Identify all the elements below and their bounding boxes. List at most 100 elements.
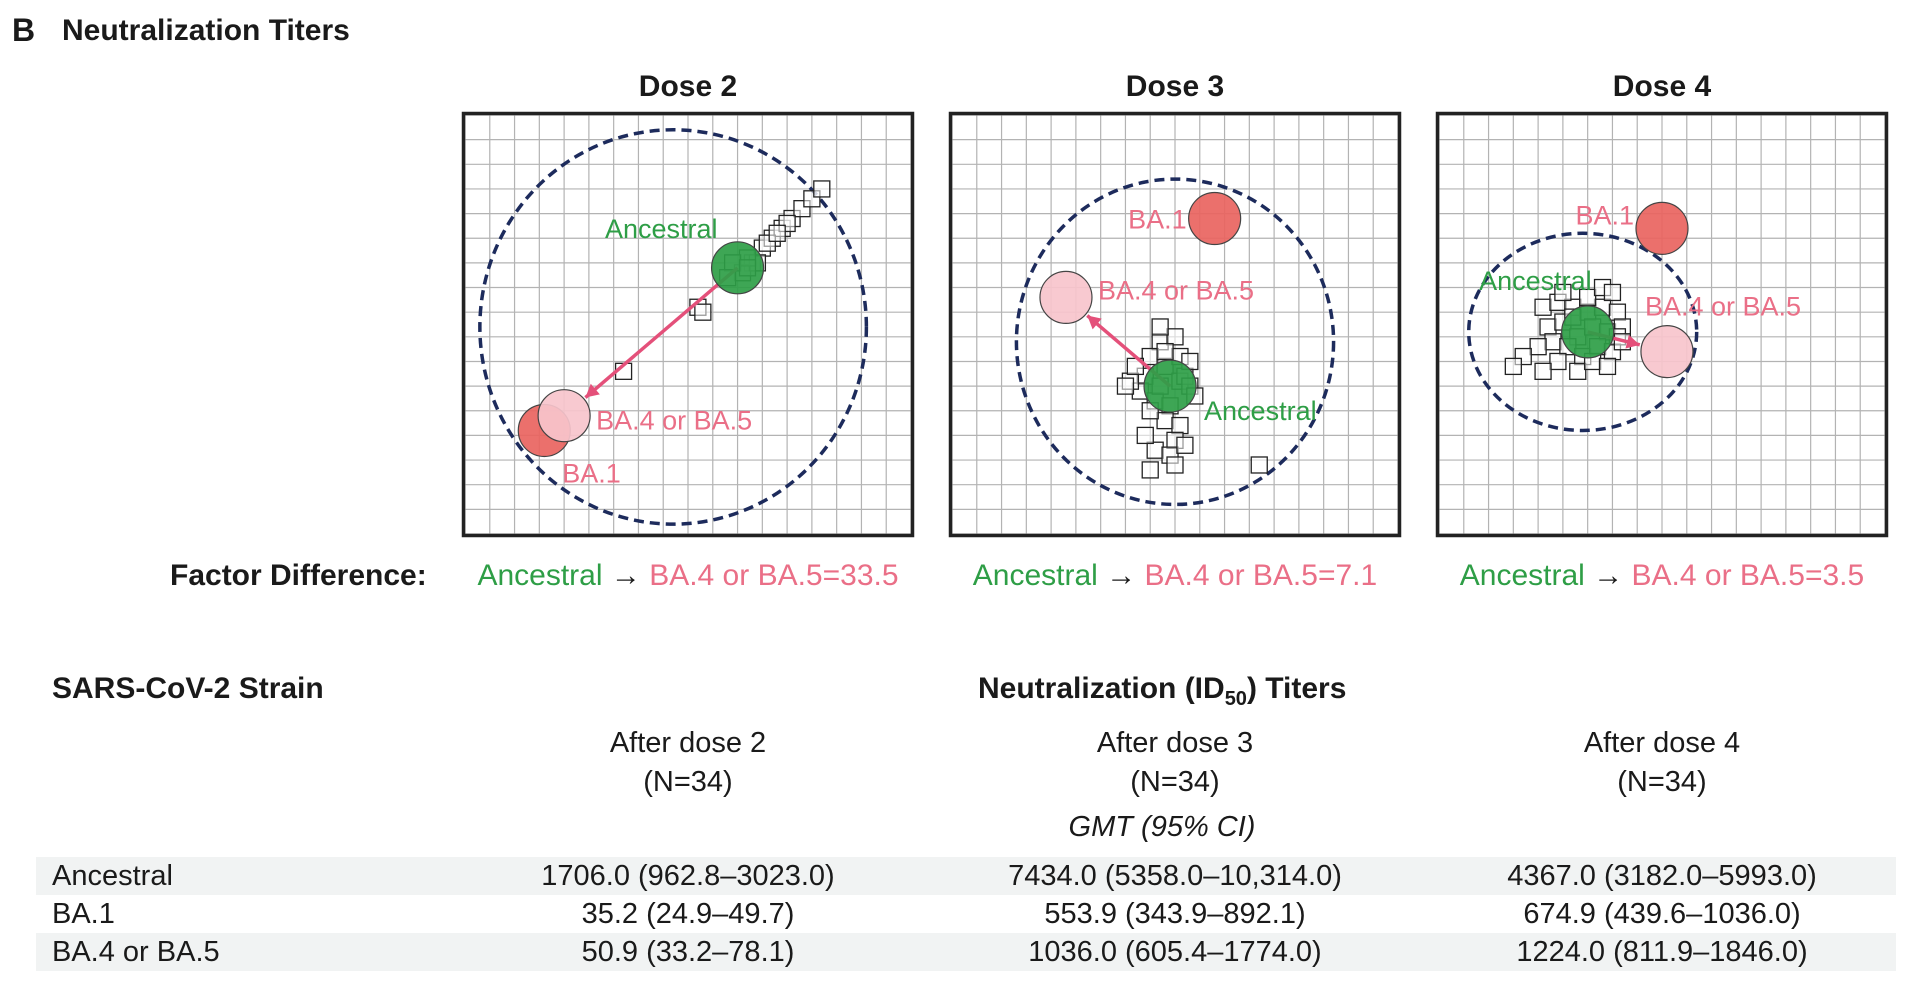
map-title-dose-4: Dose 4 [1612,70,1712,103]
strain-header: SARS-CoV-2 Strain [52,672,324,705]
fd-value: 3.5 [1822,559,1865,592]
label-ancestral: Ancestral [1479,266,1592,296]
serum-point [1136,426,1154,445]
column-label: After dose 2 [609,727,767,759]
titer-cell: 7434.0 (5358.0–10,314.0) [1008,860,1342,892]
fd-arrow: → [1593,559,1624,592]
table-row: BA.1 35.2 (24.9–49.7) 553.9 (343.9–892.1… [36,895,1896,933]
fd-from: Ancestral [1459,559,1585,592]
factor-difference-label: Factor Difference: [170,559,427,592]
label-ba45: BA.4 or BA.5 [1098,275,1254,305]
label-ba45: BA.4 or BA.5 [596,406,752,436]
label-ba45: BA.4 or BA.5 [1645,292,1801,322]
titers-header-sub: 50 [1224,688,1247,710]
map-plot-area [952,115,1398,534]
fd-value: 7.1 [1335,559,1378,592]
strain-name: BA.1 [52,898,115,930]
serum-point [1534,362,1552,380]
grid-lines [952,115,1398,534]
antigen-ancestral [1143,359,1197,413]
map-frame [461,111,915,538]
map-plot-area [465,115,911,534]
antigen-ancestral [1561,305,1615,359]
serum-point [1146,441,1164,459]
serum-point [694,303,712,321]
serum-point [1549,352,1567,371]
column-n: (N=34) [643,766,733,798]
factor-difference-dose-3: Ancestral → BA.4 or BA.5=7.1 [949,559,1401,593]
label-ba1: BA.1 [1575,200,1634,230]
column-n: (N=34) [1130,766,1220,798]
serum-point [1504,357,1522,376]
antigen-ancestral [710,241,765,295]
grid-lines [1439,115,1885,534]
serum-point [1534,298,1552,316]
titer-cell: 553.9 (343.9–892.1) [1044,898,1306,930]
factor-difference-dose-4: Ancestral → BA.4 or BA.5=3.5 [1436,559,1888,593]
fd-equals: = [1804,559,1823,592]
serum-point [1176,436,1194,454]
panel-letter: B [12,12,36,48]
antigen-ba45 [537,389,591,443]
titer-cell: 1036.0 (605.4–1774.0) [1028,936,1322,968]
fd-to: BA.4 or BA.5 [1631,559,1805,592]
titer-cell: 1706.0 (962.8–3023.0) [541,860,835,892]
arrow-line [584,266,739,399]
serum-point [1598,357,1617,376]
serum-point [1250,456,1268,474]
label-ba1: BA.1 [1128,205,1187,235]
table-row: BA.4 or BA.5 50.9 (33.2–78.1) 1036.0 (60… [36,933,1896,971]
serum-point [1171,416,1189,435]
serum-point [1569,362,1587,380]
antigenic-map-dose-4: Ancestral BA.4 or BA.5 BA.1 [1435,111,1889,538]
coverage-circle [478,128,869,526]
titer-cell: 1224.0 (811.9–1846.0) [1516,936,1808,968]
map-title-dose-2: Dose 2 [638,70,738,103]
titers-header: Neutralization (ID50) Titers [978,672,1346,711]
label-ancestral: Ancestral [605,214,718,244]
factor-difference-dose-2: Ancestral → BA.4 or BA.5=33.5 [462,559,914,593]
strain-name: Ancestral [52,860,173,892]
titer-cell: 674.9 (439.6–1036.0) [1523,898,1801,930]
fd-equals: = [822,559,841,592]
fd-from: Ancestral [477,559,603,592]
arrow-head [1087,315,1102,330]
fd-arrow: → [1106,559,1137,592]
antigenic-map-dose-2: Ancestral BA.4 or BA.5 BA.1 [461,111,915,538]
serum-point [1608,303,1627,321]
titer-cell: 50.9 (33.2–78.1) [581,936,795,968]
label-ba1: BA.1 [562,458,621,488]
fd-from: Ancestral [972,559,1098,592]
fd-equals: = [1317,559,1336,592]
antigenic-map-dose-3: Ancestral BA.4 or BA.5 BA.1 [948,111,1402,538]
titer-cell: 35.2 (24.9–49.7) [581,898,795,930]
serum-point [1544,333,1562,351]
serum-point [1166,456,1184,474]
label-ancestral: Ancestral [1204,396,1317,426]
gmt-label: GMT (95% CI) [1068,811,1256,843]
column-label: After dose 3 [1096,727,1254,759]
map-title-dose-3: Dose 3 [1125,70,1225,103]
column-n: (N=34) [1617,766,1707,798]
serum-point [1539,318,1557,336]
grid-lines [465,115,911,534]
strain-name: BA.4 or BA.5 [52,936,220,968]
figure-title: Neutralization Titers [62,14,350,47]
column-header-dose-2: After dose 2 (N=34) [462,724,914,802]
serum-point [1151,318,1169,336]
antigen-ba1 [1635,201,1689,255]
serum-point [1116,377,1135,395]
coverage-circle [1014,177,1336,507]
serum-point [1156,411,1174,430]
column-header-dose-4: After dose 4 (N=34) [1436,724,1888,802]
fd-value: 33.5 [840,559,899,592]
column-header-dose-3: After dose 3 (N=34) [949,724,1401,802]
fd-to: BA.4 or BA.5 [649,559,823,592]
column-label: After dose 4 [1583,727,1741,759]
titers-header-pre: Neutralization (ID [978,672,1225,705]
titers-header-post: ) Titers [1246,672,1347,705]
map-plot-area [1439,115,1885,534]
serum-point [1141,461,1159,479]
antigen-ba1 [1188,191,1242,246]
serum-point [1603,283,1622,302]
